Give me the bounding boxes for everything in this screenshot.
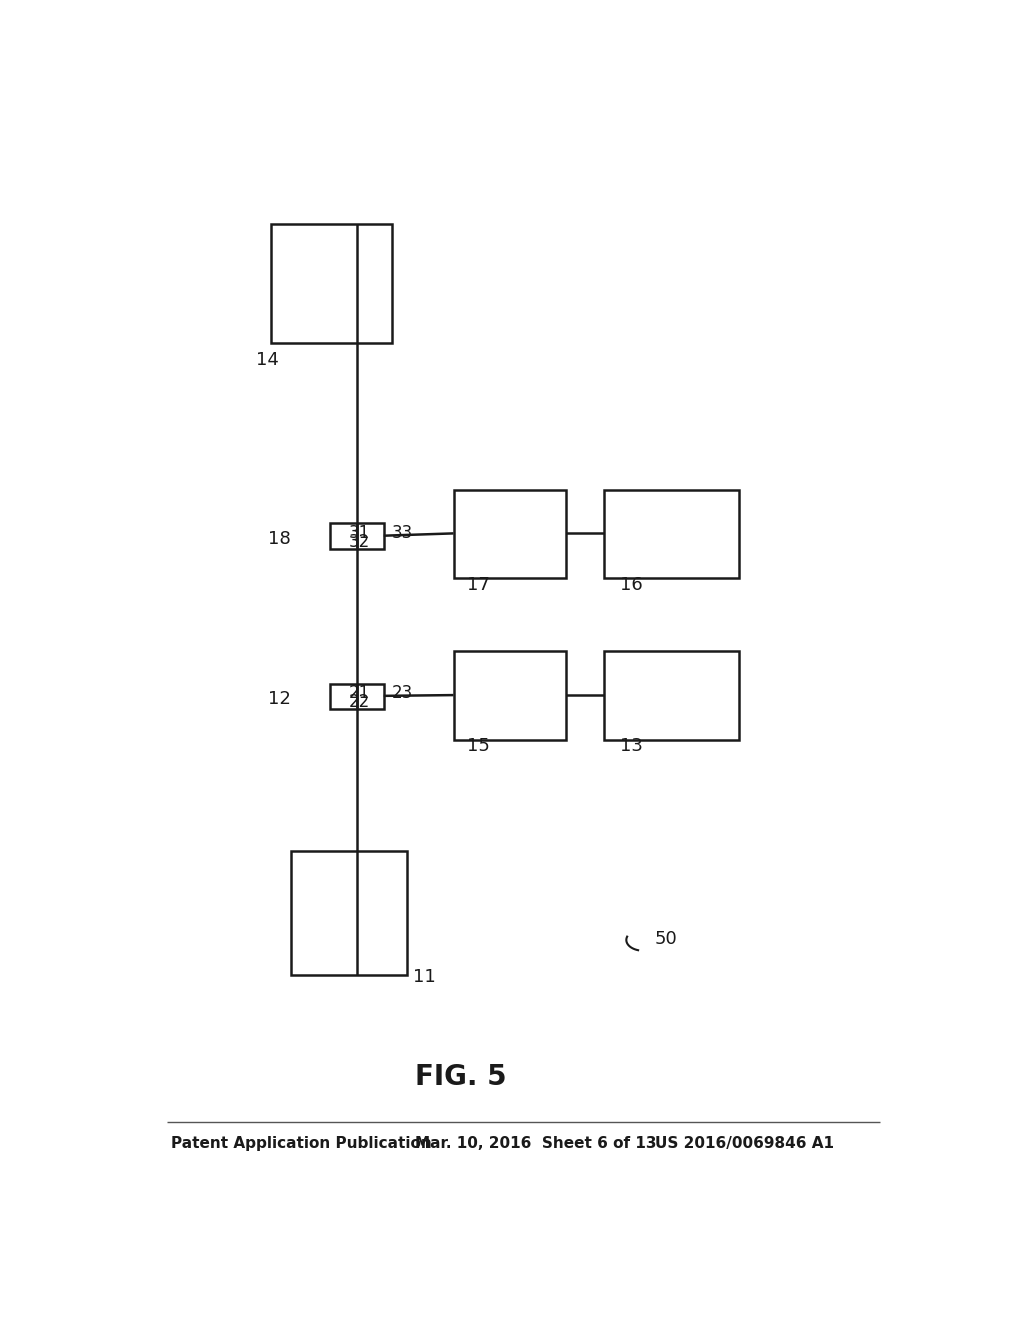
Bar — [271, 224, 391, 343]
Text: US 2016/0069846 A1: US 2016/0069846 A1 — [655, 1137, 834, 1151]
Text: Patent Application Publication: Patent Application Publication — [171, 1137, 431, 1151]
Text: 13: 13 — [620, 738, 642, 755]
Text: 11: 11 — [414, 969, 436, 986]
Text: 21: 21 — [349, 684, 370, 702]
Text: FIG. 5: FIG. 5 — [416, 1063, 507, 1092]
Text: 16: 16 — [620, 576, 642, 594]
Text: 22: 22 — [349, 693, 370, 710]
Text: 33: 33 — [391, 524, 413, 543]
Text: 14: 14 — [256, 351, 279, 368]
Text: 15: 15 — [467, 738, 489, 755]
Bar — [454, 651, 566, 739]
Text: 17: 17 — [467, 576, 489, 594]
Text: 32: 32 — [349, 533, 370, 550]
Bar — [330, 684, 384, 709]
Bar — [454, 490, 566, 578]
Text: Mar. 10, 2016  Sheet 6 of 13: Mar. 10, 2016 Sheet 6 of 13 — [415, 1137, 656, 1151]
Text: 23: 23 — [391, 684, 413, 702]
Bar — [604, 490, 739, 578]
Bar — [604, 651, 739, 739]
Text: 50: 50 — [655, 929, 678, 948]
Bar — [330, 524, 384, 549]
Bar — [291, 851, 407, 974]
Text: 31: 31 — [349, 524, 370, 543]
Text: 18: 18 — [268, 529, 291, 548]
Text: 12: 12 — [268, 689, 291, 708]
